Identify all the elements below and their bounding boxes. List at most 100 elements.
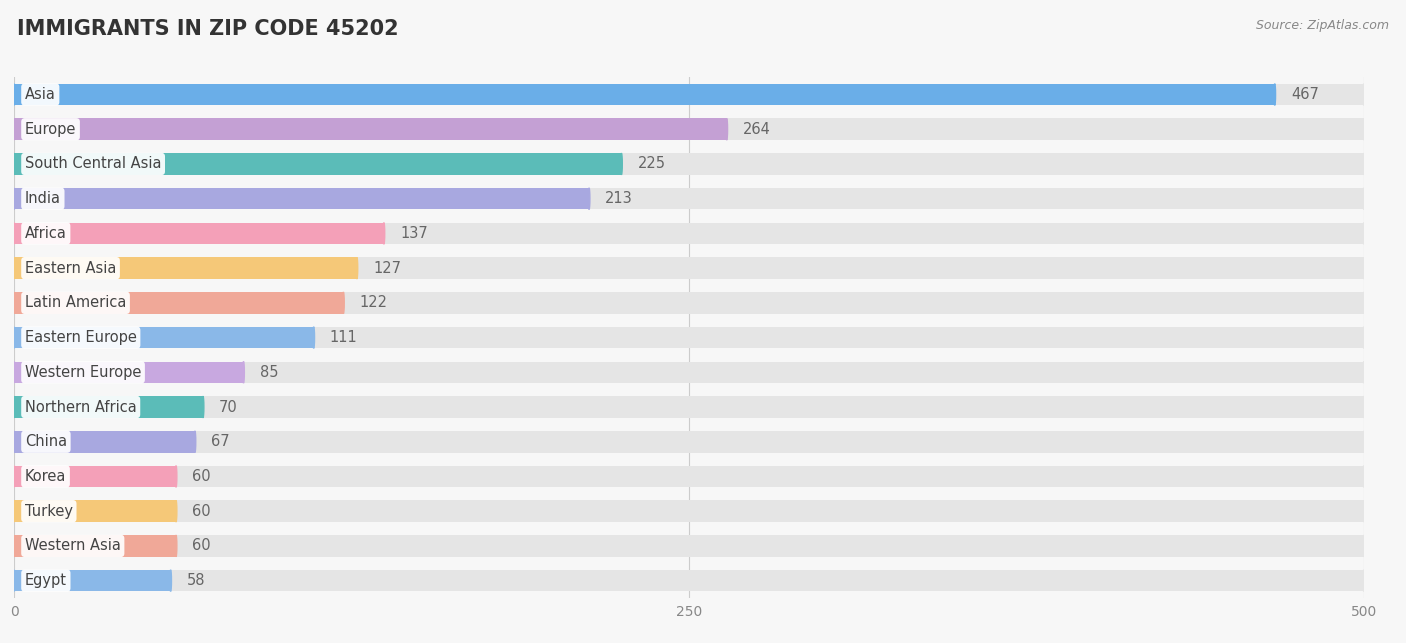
Circle shape [588,188,591,210]
Circle shape [1362,188,1365,210]
Circle shape [1362,500,1365,522]
Circle shape [13,467,15,485]
Bar [14,292,1364,314]
Text: India: India [25,191,60,206]
Circle shape [13,327,15,349]
Circle shape [13,570,15,592]
Circle shape [1362,222,1365,244]
Circle shape [13,537,15,555]
Circle shape [202,396,204,418]
Bar [14,153,1364,175]
Bar [14,466,1364,487]
Text: 264: 264 [742,122,770,137]
Circle shape [343,292,344,314]
Circle shape [170,570,172,592]
Text: 60: 60 [193,538,211,554]
Text: Western Europe: Western Europe [25,365,141,380]
Text: Western Asia: Western Asia [25,538,121,554]
Bar [14,361,1364,383]
Circle shape [1362,396,1365,418]
Text: Latin America: Latin America [25,295,127,311]
Circle shape [13,433,15,451]
Circle shape [194,431,195,453]
Text: Africa: Africa [25,226,66,241]
Circle shape [13,361,15,383]
Circle shape [1362,153,1365,175]
Circle shape [13,153,15,175]
Text: Source: ZipAtlas.com: Source: ZipAtlas.com [1256,19,1389,32]
Circle shape [1362,431,1365,453]
Text: 122: 122 [360,295,388,311]
Circle shape [13,155,15,173]
Circle shape [13,329,15,347]
Bar [14,431,195,453]
Circle shape [13,188,15,210]
Bar [14,327,314,349]
Circle shape [1274,84,1275,105]
Circle shape [13,398,15,416]
Text: 70: 70 [219,399,238,415]
Circle shape [1362,327,1365,349]
Circle shape [243,361,245,383]
Text: 58: 58 [187,573,205,588]
Text: 111: 111 [330,330,357,345]
Circle shape [13,466,15,487]
Bar [14,361,243,383]
Circle shape [13,153,15,175]
Text: Asia: Asia [25,87,56,102]
Circle shape [1362,118,1365,140]
Circle shape [13,363,15,381]
Text: 85: 85 [260,365,278,380]
Circle shape [13,292,15,314]
Circle shape [13,222,15,244]
Bar [14,570,170,592]
Circle shape [382,222,385,244]
Circle shape [13,572,15,590]
Text: Europe: Europe [25,122,76,137]
Bar [14,257,1364,279]
Circle shape [13,188,15,210]
Text: Korea: Korea [25,469,66,484]
Circle shape [13,500,15,522]
Circle shape [13,361,15,383]
Text: 67: 67 [211,434,229,449]
Circle shape [13,84,15,105]
Circle shape [13,292,15,314]
Circle shape [1362,84,1365,105]
Circle shape [13,431,15,453]
Bar [14,257,357,279]
Text: 467: 467 [1291,87,1319,102]
Circle shape [13,396,15,418]
Bar [14,396,1364,418]
Bar [14,327,1364,349]
Text: Turkey: Turkey [25,503,73,519]
Circle shape [13,120,15,138]
Bar [14,222,384,244]
Text: Northern Africa: Northern Africa [25,399,136,415]
Circle shape [1362,292,1365,314]
Circle shape [314,327,315,349]
Circle shape [13,431,15,453]
Bar [14,535,176,557]
Circle shape [1362,361,1365,383]
Circle shape [725,118,727,140]
Bar [14,570,1364,592]
Text: IMMIGRANTS IN ZIP CODE 45202: IMMIGRANTS IN ZIP CODE 45202 [17,19,398,39]
Circle shape [13,259,15,277]
Text: China: China [25,434,67,449]
Bar [14,188,1364,210]
Circle shape [356,257,357,279]
Bar [14,396,202,418]
Circle shape [176,466,177,487]
Circle shape [176,500,177,522]
Circle shape [13,500,15,522]
Circle shape [13,118,15,140]
Bar [14,153,621,175]
Bar [14,84,1364,105]
Circle shape [176,535,177,557]
Circle shape [1362,257,1365,279]
Circle shape [1362,535,1365,557]
Text: 225: 225 [638,156,665,172]
Text: 137: 137 [401,226,427,241]
Bar [14,188,589,210]
